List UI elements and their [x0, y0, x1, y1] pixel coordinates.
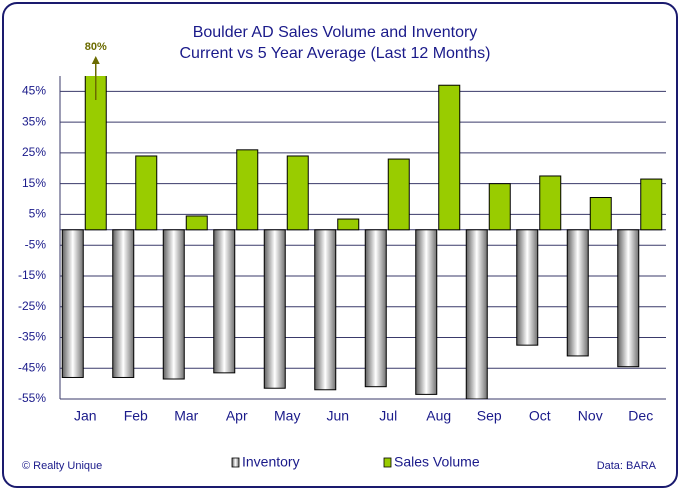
credit: © Realty Unique [22, 460, 102, 472]
bar [213, 229, 236, 374]
legend-label: Inventory [242, 454, 300, 470]
bar [364, 229, 387, 388]
bar [185, 215, 208, 231]
bar [516, 229, 539, 346]
x-tick-label: Apr [226, 408, 248, 424]
bar [539, 175, 562, 231]
y-tick-label: 15% [22, 176, 46, 190]
y-tick-label: -35% [18, 330, 46, 344]
legend-label: Sales Volume [394, 454, 480, 470]
bar [387, 158, 410, 231]
bar [162, 229, 185, 380]
bar [61, 229, 84, 378]
x-tick-label: Sep [477, 408, 502, 424]
legend-swatch [231, 457, 240, 468]
bar [589, 197, 612, 231]
bar [438, 84, 461, 231]
y-tick-label: -25% [18, 299, 46, 313]
bar [465, 229, 488, 399]
x-tick-label: Oct [529, 408, 551, 424]
bar [415, 229, 438, 395]
x-tick-label: Aug [426, 408, 451, 424]
x-tick-label: Nov [578, 408, 603, 424]
x-tick-label: Dec [628, 408, 653, 424]
bar [263, 229, 286, 389]
bar [640, 178, 663, 231]
bar [112, 229, 135, 378]
bar [488, 183, 511, 231]
chart-subtitle: Current vs 5 Year Average (Last 12 Month… [180, 45, 491, 62]
bar [337, 218, 360, 231]
plot-area [61, 76, 663, 399]
bar [566, 229, 589, 357]
x-tick-label: Feb [124, 408, 148, 424]
bar [617, 229, 640, 368]
x-tick-label: Jul [379, 408, 397, 424]
y-tick-label: -5% [25, 237, 47, 251]
bar [135, 155, 158, 231]
y-tick-label: 45% [22, 84, 46, 98]
x-tick-label: Jun [326, 408, 349, 424]
legend-swatch [383, 457, 392, 468]
annotation-arrowhead [91, 56, 100, 64]
y-tick-label: -15% [18, 268, 46, 282]
y-tick-label: 5% [29, 207, 47, 221]
bar [236, 149, 259, 231]
y-tick-label: 25% [22, 145, 46, 159]
bar [286, 155, 309, 231]
bar [314, 229, 337, 391]
source: Data: BARA [597, 460, 657, 472]
x-tick-label: Mar [174, 408, 198, 424]
x-tick-label: Jan [74, 408, 97, 424]
chart-title: Boulder AD Sales Volume and Inventory [193, 24, 478, 41]
y-tick-label: 35% [22, 114, 46, 128]
annotation: 80% [85, 41, 107, 53]
x-tick-label: May [274, 408, 300, 424]
y-tick-label: -45% [18, 360, 46, 374]
y-tick-label: -55% [18, 391, 46, 405]
bar [84, 76, 107, 231]
